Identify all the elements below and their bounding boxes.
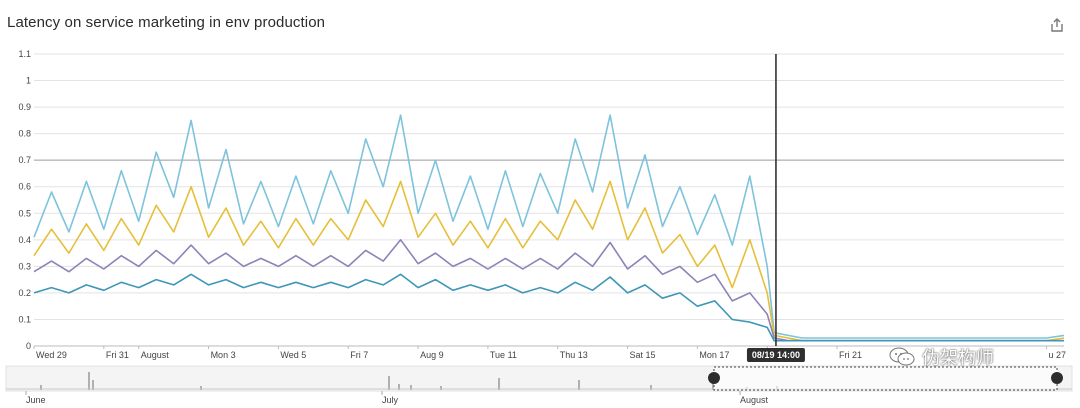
- navigator-selection[interactable]: [713, 366, 1058, 391]
- series-line-1: [33, 114, 1065, 339]
- y-tick-label: 0.2: [18, 288, 31, 298]
- x-tick-label: Fri 31: [106, 350, 129, 360]
- x-tick-label: Mon 17: [699, 350, 729, 360]
- y-tick-label: 0.9: [18, 102, 31, 112]
- x-tick-label: August: [141, 350, 170, 360]
- x-tick-label: u 27: [1049, 350, 1067, 360]
- y-tick-label: 0.5: [18, 208, 31, 218]
- navigator-spike: [578, 380, 580, 390]
- x-tick-label: Mon 3: [211, 350, 236, 360]
- navigator-spike: [40, 385, 42, 390]
- x-tick-label: Aug 9: [420, 350, 444, 360]
- x-axis: Wed 29 Fri 31 August Mon 3 Wed 5 Fri 7 Aug 9 Tu…: [33, 346, 1067, 360]
- x-tick-label: Fri 21: [839, 350, 862, 360]
- navigator-spike: [498, 378, 500, 390]
- x-tick-label: Wed 5: [280, 350, 306, 360]
- navigator-spike: [92, 380, 94, 390]
- y-tick-label: 0.7: [18, 155, 31, 165]
- navigator-month-label: August: [740, 395, 769, 405]
- series-line-2: [33, 180, 1065, 342]
- y-tick-label: 0: [26, 341, 31, 351]
- navigator-month-label: June: [26, 395, 46, 405]
- x-tick-label: Sat 15: [630, 350, 656, 360]
- crosshair-tooltip: [746, 348, 805, 362]
- watermark: 伪架构师: [888, 342, 994, 372]
- navigator-spike: [388, 376, 390, 390]
- series-layer: [33, 114, 1065, 342]
- chart-title: Latency on service marketing in env prod…: [7, 14, 326, 31]
- crosshair-tooltip-label: 08/19 14:00: [752, 350, 800, 360]
- series-line-4: [33, 273, 1064, 342]
- navigator-spike: [410, 385, 412, 390]
- y-axis: 0 0.1 0.2 0.3 0.4 0.5 0.6 0.7 0.8 0.9 1 1.1: [18, 49, 31, 351]
- y-tick-label: 1: [26, 76, 31, 86]
- y-tick-label: 0.6: [18, 182, 31, 192]
- y-tick-label: 0.1: [18, 314, 31, 324]
- y-tick-label: 0.4: [18, 235, 31, 245]
- navigator-left-handle[interactable]: [708, 372, 720, 384]
- x-tick-label: Fri 7: [350, 350, 368, 360]
- wechat-logo-icon: [889, 347, 915, 366]
- share-icon[interactable]: [1048, 16, 1066, 34]
- navigator-spike: [398, 384, 400, 390]
- navigator-spike: [200, 386, 202, 390]
- watermark-text: 伪架构师: [922, 348, 994, 369]
- x-tick-label: Wed 29: [36, 350, 67, 360]
- x-tick-label: Tue 11: [490, 350, 517, 360]
- navigator-right-handle[interactable]: [1051, 372, 1063, 384]
- navigator-spike: [650, 385, 652, 390]
- navigator-spike: [440, 386, 442, 390]
- y-tick-label: 0.8: [18, 129, 31, 139]
- y-tick-label: 0.3: [18, 261, 31, 271]
- navigator-spike: [88, 372, 90, 390]
- time-navigator[interactable]: June July August: [5, 365, 1073, 405]
- grid-lines: [34, 53, 1064, 347]
- y-tick-label: 1.1: [18, 49, 31, 59]
- navigator-month-label: July: [382, 395, 399, 405]
- crosshair: 08/19 14:00: [746, 54, 805, 362]
- x-tick-label: Thu 13: [560, 350, 588, 360]
- navigator-spike: [712, 382, 714, 390]
